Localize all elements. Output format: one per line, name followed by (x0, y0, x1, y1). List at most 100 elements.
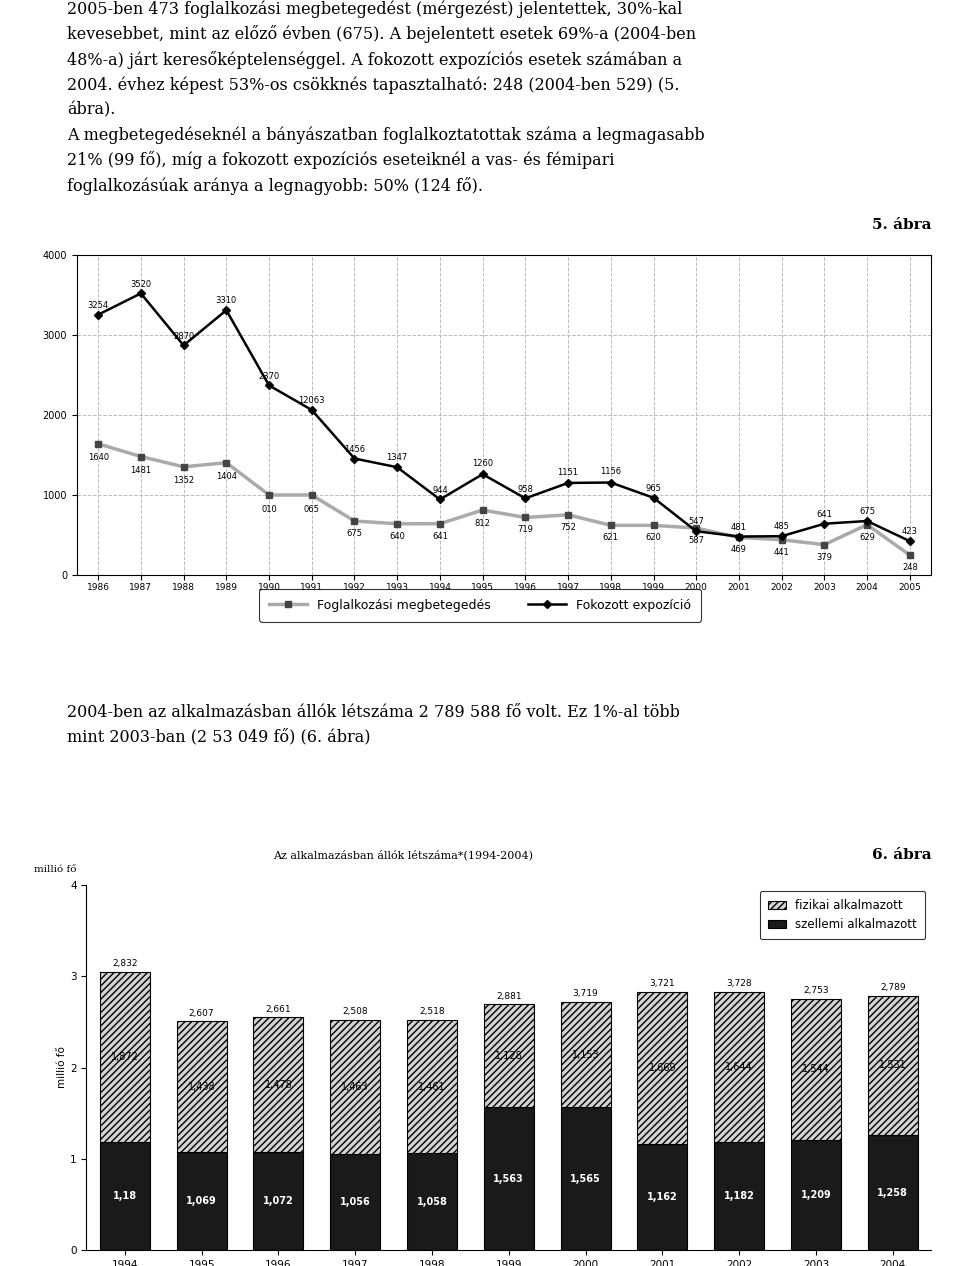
Text: 065: 065 (303, 505, 320, 514)
Text: 547: 547 (688, 518, 705, 527)
Text: 1,531: 1,531 (879, 1061, 906, 1070)
Text: 469: 469 (731, 546, 747, 555)
Bar (637, 1144, 687, 1250)
Text: 1640: 1640 (87, 453, 108, 462)
Bar (561, 1001, 611, 1108)
Text: 2,518: 2,518 (420, 1008, 444, 1017)
Text: 1156: 1156 (600, 467, 621, 476)
Text: A megbetegedéseknél a bányászatban foglalkoztatottak száma a legmagasabb
21% (99: A megbetegedéseknél a bányászatban fogla… (67, 127, 705, 195)
Text: 5. ábra: 5. ábra (872, 218, 931, 232)
Text: 620: 620 (645, 533, 661, 542)
Text: 3,721: 3,721 (650, 979, 675, 987)
Text: 441: 441 (774, 548, 789, 557)
Text: 1,182: 1,182 (724, 1191, 755, 1201)
Text: 1,478: 1,478 (265, 1080, 292, 1090)
Text: 1,544: 1,544 (803, 1065, 829, 1075)
Text: 3254: 3254 (87, 301, 108, 310)
Bar (484, 1004, 534, 1108)
Text: 1404: 1404 (216, 472, 237, 481)
Text: 1,463: 1,463 (342, 1082, 369, 1091)
Text: 675: 675 (347, 529, 363, 538)
Bar (868, 995, 918, 1136)
Text: 12063: 12063 (299, 396, 325, 405)
Text: 1,461: 1,461 (419, 1082, 445, 1091)
Text: 2,881: 2,881 (496, 991, 521, 1001)
Text: 2,607: 2,607 (189, 1009, 214, 1018)
Text: 2004-ben az alkalmazásban állók létszáma 2 789 588 fő volt. Ez 1%-al több
mint 2: 2004-ben az alkalmazásban állók létszáma… (67, 704, 680, 746)
Bar (100, 971, 150, 1142)
Text: 1,069: 1,069 (186, 1196, 217, 1206)
Bar (561, 1108, 611, 1250)
Bar (330, 1020, 380, 1153)
Text: 6. ábra: 6. ábra (872, 848, 931, 862)
Bar (484, 1108, 534, 1250)
Bar (714, 1142, 764, 1250)
Bar (714, 993, 764, 1142)
Text: 1456: 1456 (344, 444, 365, 453)
Bar (407, 1020, 457, 1153)
Text: 379: 379 (816, 553, 832, 562)
Text: 3,728: 3,728 (727, 980, 752, 989)
Text: 675: 675 (859, 508, 876, 517)
Text: 1,128: 1,128 (495, 1051, 522, 1061)
Text: 1,872: 1,872 (110, 1052, 139, 1062)
Bar (100, 1142, 150, 1250)
Text: 1,438: 1,438 (188, 1082, 215, 1091)
Bar (791, 999, 841, 1139)
Bar (330, 1153, 380, 1250)
Text: 629: 629 (859, 533, 876, 542)
Text: 1,209: 1,209 (801, 1190, 831, 1200)
Bar (253, 1018, 303, 1152)
Legend: Foglalkozási megbetegedés, Fokozott expozíció: Foglalkozási megbetegedés, Fokozott expo… (259, 589, 701, 622)
Text: 248: 248 (901, 563, 918, 572)
Text: 1,258: 1,258 (877, 1188, 908, 1198)
Text: 3,719: 3,719 (573, 989, 598, 999)
Text: 2,753: 2,753 (804, 986, 828, 995)
Text: 2005-ben 473 foglalkozási megbetegedést (mérgezést) jelentettek, 30%-kal
keveseb: 2005-ben 473 foglalkozási megbetegedést … (67, 0, 696, 118)
Text: 1260: 1260 (472, 458, 493, 468)
Text: 812: 812 (474, 519, 491, 528)
Text: 1,644: 1,644 (726, 1062, 753, 1072)
Text: 1481: 1481 (131, 466, 152, 475)
Text: 640: 640 (389, 532, 405, 541)
Bar (637, 991, 687, 1144)
Text: 965: 965 (645, 484, 661, 492)
Text: 1,162: 1,162 (647, 1193, 678, 1201)
Text: 2870: 2870 (173, 332, 194, 341)
Text: 1,563: 1,563 (493, 1174, 524, 1184)
Bar (407, 1153, 457, 1250)
Legend: fizikai alkalmazott, szellemi alkalmazott: fizikai alkalmazott, szellemi alkalmazot… (760, 891, 925, 939)
Text: 3520: 3520 (131, 280, 152, 289)
Text: 1,669: 1,669 (649, 1063, 676, 1072)
Text: 2370: 2370 (258, 372, 279, 381)
Text: 958: 958 (517, 485, 534, 494)
Text: 621: 621 (603, 533, 619, 542)
Text: 752: 752 (560, 523, 576, 532)
Bar (253, 1152, 303, 1250)
Text: 010: 010 (261, 505, 276, 514)
Text: 1,056: 1,056 (340, 1196, 371, 1206)
Text: 1,565: 1,565 (570, 1174, 601, 1184)
Text: 1,18: 1,18 (112, 1191, 137, 1201)
Bar (791, 1139, 841, 1250)
Bar (868, 1136, 918, 1250)
Text: 2,789: 2,789 (880, 982, 905, 991)
Text: 3310: 3310 (216, 296, 237, 305)
Text: 1,153: 1,153 (572, 1050, 599, 1060)
Bar (177, 1152, 227, 1250)
Text: 2,508: 2,508 (343, 1008, 368, 1017)
Text: 944: 944 (432, 486, 447, 495)
Text: 641: 641 (816, 510, 832, 519)
Bar (177, 1022, 227, 1152)
Text: 587: 587 (688, 536, 705, 546)
Text: 2,832: 2,832 (112, 958, 137, 967)
Text: 1352: 1352 (173, 476, 194, 485)
Text: 1,058: 1,058 (417, 1196, 447, 1206)
Text: Az alkalmazásban állók létszáma*(1994-2004): Az alkalmazásban állók létszáma*(1994-20… (274, 849, 533, 861)
Text: 481: 481 (731, 523, 747, 532)
Text: 1347: 1347 (387, 453, 408, 462)
Text: 2,661: 2,661 (266, 1005, 291, 1014)
Text: millió fő: millió fő (34, 866, 76, 875)
Text: 641: 641 (432, 532, 448, 541)
Text: 423: 423 (901, 528, 918, 537)
